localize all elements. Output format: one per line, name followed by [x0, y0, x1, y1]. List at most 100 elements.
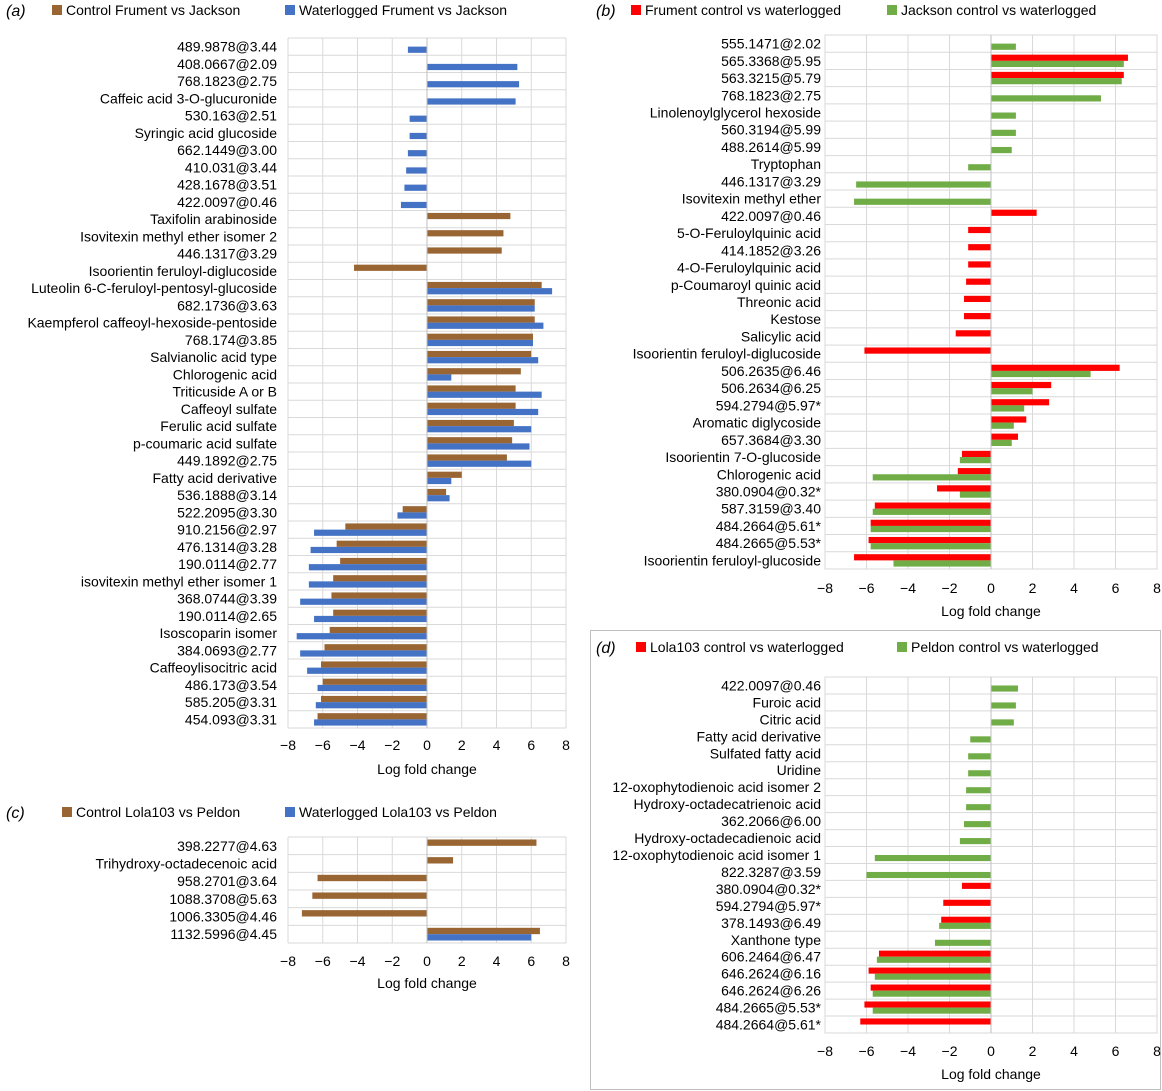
category-label: 682.1736@3.63 [177, 297, 277, 313]
legend-swatch [62, 807, 72, 817]
category-label: 536.1888@3.14 [177, 487, 277, 503]
category-label: 484.2665@5.53* [716, 535, 822, 551]
bar-series1 [301, 910, 427, 917]
bar-series1 [427, 927, 540, 935]
x-tick-label: 8 [562, 737, 570, 753]
category-label: 449.1892@2.75 [177, 453, 277, 469]
x-tick-label: 0 [423, 953, 431, 969]
category-label: 362.2066@6.00 [721, 813, 821, 829]
bar-series1 [427, 402, 516, 409]
category-label: 646.2624@6.26 [721, 983, 821, 999]
bar-series2 [870, 525, 991, 533]
category-label: 380.0904@0.32* [716, 881, 822, 897]
bar-series2 [872, 474, 991, 481]
bar-series1 [345, 523, 427, 530]
bar-series1 [961, 882, 991, 889]
bar-series1 [991, 364, 1120, 371]
x-tick-label: 6 [527, 953, 535, 969]
bar-series2 [991, 388, 1033, 395]
bar-series2 [876, 956, 991, 963]
chart-panel-2: (b) Frument control vs waterlogged Jackson… [596, 2, 1161, 619]
category-label: Hydroxy-octadecatrienoic acid [633, 796, 821, 812]
category-label: Kaempferol caffeoyl-hexoside-pentoside [27, 315, 277, 331]
bar-series2 [870, 543, 991, 550]
bar-series2 [427, 98, 516, 105]
bar-series2 [991, 129, 1016, 136]
bar-series1 [427, 857, 454, 864]
bar-series1 [333, 609, 427, 616]
category-label: 5-O-Feruloylquinic acid [677, 225, 821, 241]
legend-swatch [887, 5, 897, 15]
bar-series2 [407, 150, 427, 157]
x-tick-label: 8 [562, 953, 570, 969]
legend-label: Waterlogged Lola103 vs Peldon [299, 804, 497, 820]
x-tick-label: −2 [942, 1043, 958, 1059]
category-label: 1088.3708@5.63 [169, 891, 277, 907]
bar-series1 [991, 209, 1037, 216]
bar-series1 [427, 281, 542, 289]
category-label: 410.031@3.44 [185, 159, 277, 175]
x-tick-label: −4 [900, 1043, 916, 1059]
bar-series2 [964, 821, 991, 828]
legend-swatch [897, 642, 907, 652]
bar-series1 [966, 278, 991, 285]
category-label: Trihydroxy-octadecenoic acid [95, 856, 277, 872]
category-label: Threonic acid [737, 294, 821, 310]
category-label: p-coumaric acid sulfate [133, 435, 277, 451]
category-label: 368.0744@3.39 [177, 591, 277, 607]
category-label: Uridine [777, 762, 822, 778]
legend-swatch [285, 807, 295, 817]
bar-series2 [968, 164, 991, 171]
bar-series2 [409, 132, 427, 140]
category-label: 768.1823@2.75 [177, 73, 277, 89]
category-label: 486.173@3.54 [185, 677, 277, 693]
category-label: Chlorogenic acid [717, 466, 821, 482]
bar-series1 [991, 54, 1128, 61]
x-tick-label: −4 [900, 580, 916, 596]
chart-panel-4: (d) Lola103 control vs waterlogged Peldon … [590, 630, 1161, 1090]
x-axis-label: Log fold change [941, 1066, 1041, 1082]
bar-series2 [427, 322, 544, 329]
bar-series2 [968, 753, 991, 760]
bar-series2 [991, 405, 1025, 412]
x-tick-label: −6 [859, 580, 875, 596]
legend-swatch [636, 642, 646, 652]
bar-series2 [991, 702, 1016, 709]
bar-series2 [308, 564, 427, 571]
x-axis-label: Log fold change [377, 975, 477, 991]
bar-series1 [991, 381, 1052, 389]
bar-series1 [322, 678, 427, 685]
category-label: 646.2624@6.16 [721, 966, 821, 982]
bar-series1 [333, 575, 427, 582]
category-label: 428.1678@3.51 [177, 177, 277, 193]
x-axis-label: Log fold change [941, 603, 1041, 619]
x-tick-label: −6 [315, 953, 331, 969]
legend-swatch [285, 5, 295, 15]
panel-label: (b) [596, 3, 616, 20]
category-label: Tryptophan [751, 156, 821, 172]
bar-series2 [939, 922, 991, 929]
bar-series1 [937, 485, 991, 492]
category-label: Caffeic acid 3-O-glucuronide [100, 90, 277, 106]
bar-series2 [991, 370, 1091, 378]
bar-series2 [427, 357, 539, 364]
bar-series2 [991, 719, 1014, 726]
bar-series2 [856, 181, 991, 188]
bar-series1 [312, 892, 427, 899]
category-label: 1006.3305@4.46 [169, 909, 277, 925]
x-tick-label: 8 [1153, 580, 1161, 596]
bar-series2 [427, 305, 535, 312]
bar-series2 [314, 615, 427, 623]
category-label: 489.9878@3.44 [177, 39, 277, 55]
category-label: 446.1317@3.29 [177, 246, 277, 262]
bar-series1 [427, 471, 462, 478]
x-tick-label: 0 [987, 580, 995, 596]
category-label: Isoorientin feruloyl-diglucoside [633, 346, 822, 362]
category-label: 476.1314@3.28 [177, 539, 277, 555]
bar-series2 [397, 512, 427, 519]
x-tick-label: −2 [384, 953, 400, 969]
bar-series2 [427, 288, 553, 295]
bar-series2 [872, 1007, 991, 1014]
category-label: 484.2664@5.61* [716, 1017, 822, 1033]
bar-series1 [427, 488, 447, 496]
